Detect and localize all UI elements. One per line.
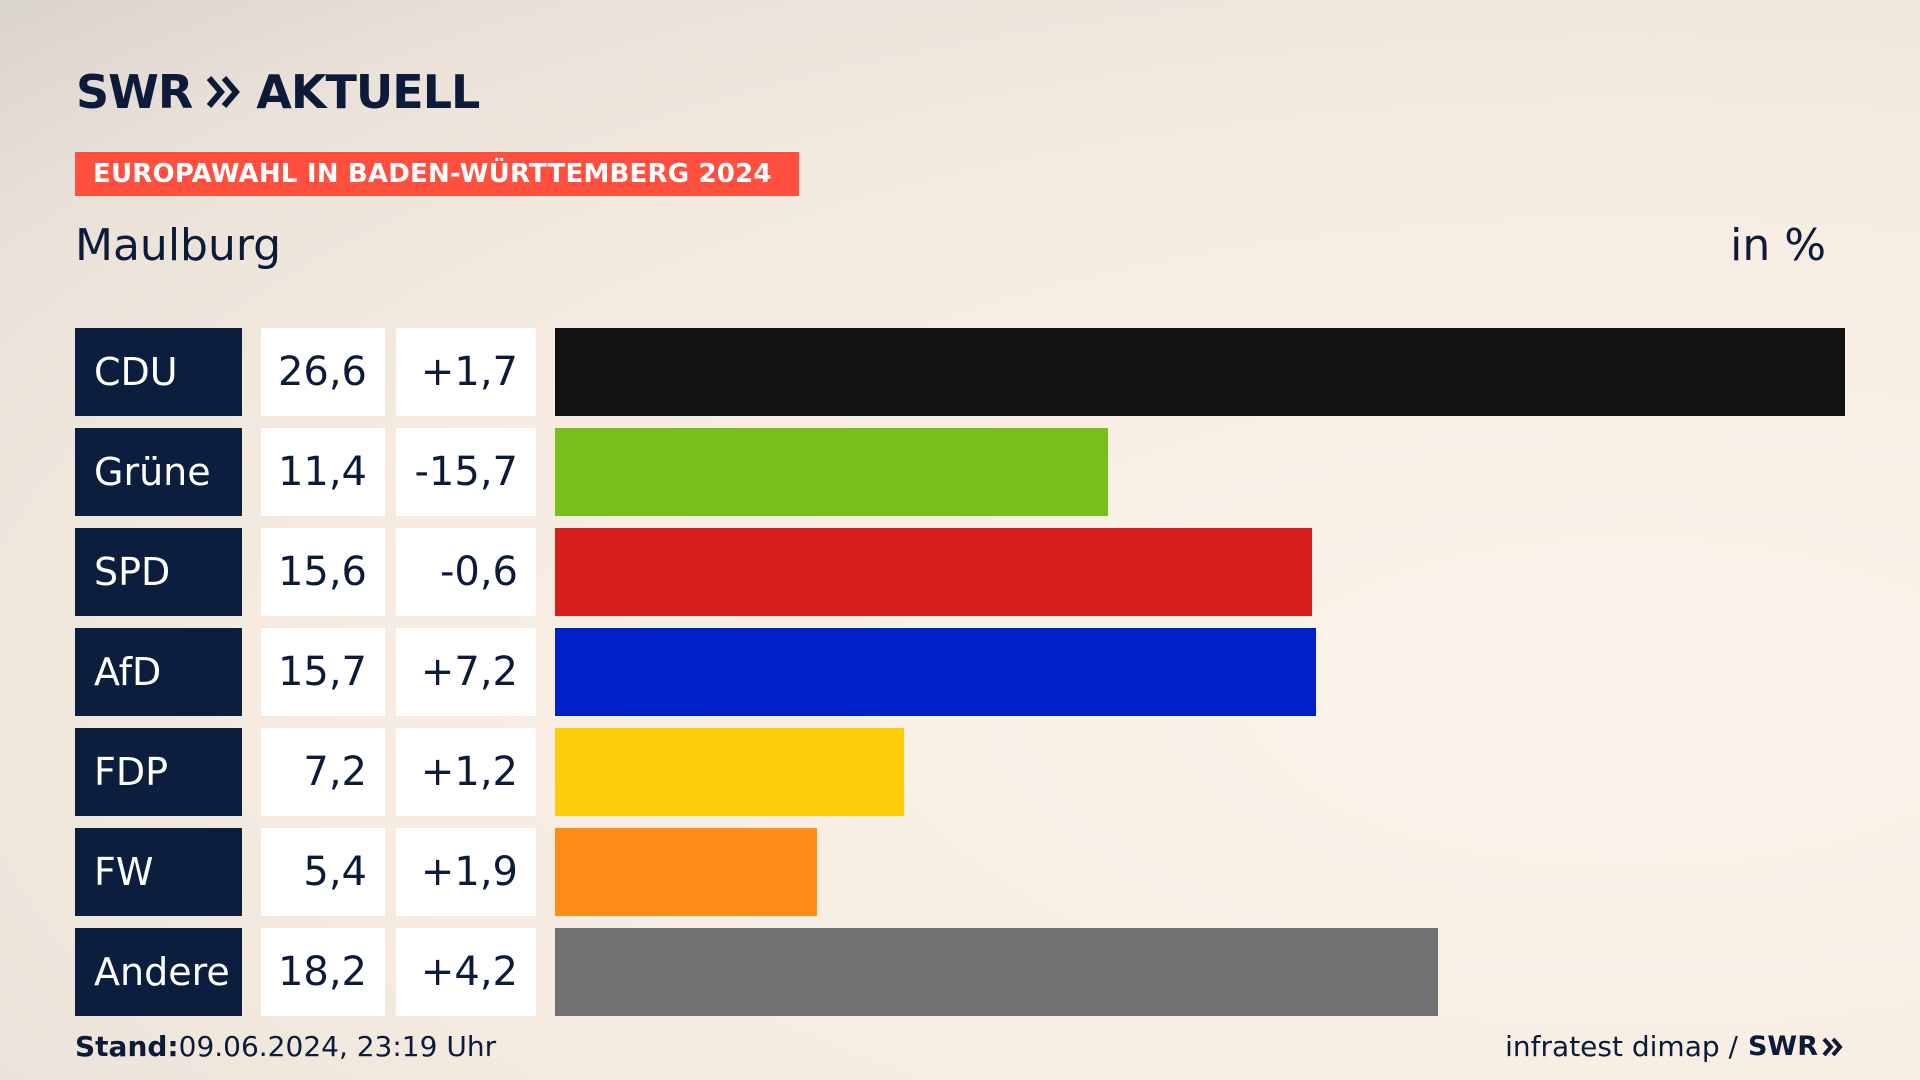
timestamp: Stand:09.06.2024, 23:19 Uhr [75, 1030, 496, 1063]
row-cdu: CDU 26,6 +1,7 [75, 328, 1845, 416]
bar-fdp [555, 728, 904, 816]
place-title: Maulburg [75, 220, 282, 271]
swr-aktuell-logo: SWR AKTUELL [76, 65, 480, 119]
party-label: FW [75, 828, 242, 916]
swr-small-logo: SWR [1748, 1031, 1844, 1062]
double-chevron-icon [206, 73, 242, 111]
row-fdp: FDP 7,2 +1,2 [75, 728, 1845, 816]
party-label: Grüne [75, 428, 242, 516]
party-label: CDU [75, 328, 242, 416]
election-banner: EUROPAWAHL IN BADEN-WÜRTTEMBERG 2024 [75, 152, 799, 196]
value-label: 18,2 [261, 928, 385, 1016]
value-label: 11,4 [261, 428, 385, 516]
diff-label: -15,7 [396, 428, 536, 516]
swr-logo-text: SWR [76, 65, 193, 119]
party-label: FDP [75, 728, 242, 816]
bar-grüne [555, 428, 1108, 516]
source-credit: infratest dimap / SWR [1505, 1030, 1844, 1063]
value-label: 15,7 [261, 628, 385, 716]
bar-cdu [555, 328, 1845, 416]
bar-fw [555, 828, 817, 916]
stand-value: 09.06.2024, 23:19 Uhr [178, 1030, 497, 1063]
row-afd: AfD 15,7 +7,2 [75, 628, 1845, 716]
value-label: 15,6 [261, 528, 385, 616]
bar-spd [555, 528, 1312, 616]
aktuell-logo-text: AKTUELL [256, 65, 480, 119]
value-label: 7,2 [261, 728, 385, 816]
row-spd: SPD 15,6 -0,6 [75, 528, 1845, 616]
party-label: AfD [75, 628, 242, 716]
row-fw: FW 5,4 +1,9 [75, 828, 1845, 916]
swr-small-logo-text: SWR [1747, 1031, 1818, 1062]
diff-label: +7,2 [396, 628, 536, 716]
value-label: 26,6 [261, 328, 385, 416]
unit-label: in % [1730, 220, 1826, 271]
row-andere: Andere 18,2 +4,2 [75, 928, 1845, 1016]
stand-label: Stand: [75, 1030, 179, 1063]
party-label: SPD [75, 528, 242, 616]
row-grüne: Grüne 11,4 -15,7 [75, 428, 1845, 516]
diff-label: +1,2 [396, 728, 536, 816]
diff-label: -0,6 [396, 528, 536, 616]
source-text: infratest dimap / [1505, 1030, 1738, 1063]
party-label: Andere [75, 928, 242, 1016]
diff-label: +4,2 [396, 928, 536, 1016]
value-label: 5,4 [261, 828, 385, 916]
small-double-chevron-icon [1822, 1037, 1843, 1056]
diff-label: +1,7 [396, 328, 536, 416]
bar-afd [555, 628, 1316, 716]
bar-andere [555, 928, 1438, 1016]
diff-label: +1,9 [396, 828, 536, 916]
